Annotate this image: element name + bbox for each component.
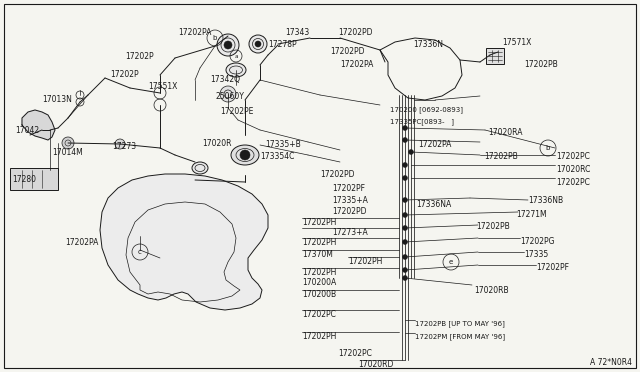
Circle shape	[115, 139, 125, 149]
Text: 17202PD: 17202PD	[332, 207, 367, 216]
Text: 17273+A: 17273+A	[332, 228, 368, 237]
Text: 17014M: 17014M	[52, 148, 83, 157]
Text: 17370M: 17370M	[302, 250, 333, 259]
Ellipse shape	[217, 34, 239, 56]
Text: 17202PM [FROM MAY '96]: 17202PM [FROM MAY '96]	[415, 333, 505, 340]
Circle shape	[220, 86, 236, 102]
Text: 17202PH: 17202PH	[302, 332, 337, 341]
Text: c: c	[138, 249, 142, 255]
Text: 17278P: 17278P	[268, 40, 296, 49]
Text: 17202PD: 17202PD	[320, 170, 355, 179]
Circle shape	[403, 267, 408, 273]
Circle shape	[403, 212, 408, 218]
Text: 170200A: 170200A	[302, 278, 336, 287]
Text: 17020R: 17020R	[202, 139, 232, 148]
Circle shape	[62, 137, 74, 149]
Text: 17202PC: 17202PC	[556, 152, 590, 161]
Text: 17202PA: 17202PA	[178, 28, 211, 37]
Text: 17343: 17343	[285, 28, 309, 37]
Text: 17202PH: 17202PH	[302, 268, 337, 277]
Text: 17020RC: 17020RC	[556, 165, 590, 174]
Text: 17280: 17280	[12, 175, 36, 184]
Circle shape	[403, 198, 408, 202]
Text: 17336NB: 17336NB	[528, 196, 563, 205]
Ellipse shape	[226, 63, 246, 77]
Text: 170200 [0692-0893]: 170200 [0692-0893]	[390, 106, 463, 113]
Text: 17202PG: 17202PG	[520, 237, 554, 246]
Circle shape	[224, 41, 232, 49]
Text: 17013N: 17013N	[42, 95, 72, 104]
Circle shape	[403, 254, 408, 260]
Circle shape	[403, 125, 408, 131]
Text: 17202PD: 17202PD	[338, 28, 372, 37]
Text: b: b	[213, 35, 217, 41]
Circle shape	[403, 138, 408, 142]
Text: 17202PC: 17202PC	[556, 178, 590, 187]
Text: a: a	[234, 54, 237, 58]
Text: 17202P: 17202P	[110, 70, 139, 79]
Text: 17202PE: 17202PE	[220, 107, 253, 116]
Text: 17336N: 17336N	[413, 40, 443, 49]
Ellipse shape	[231, 145, 259, 165]
Circle shape	[403, 276, 408, 280]
Text: 17271M: 17271M	[516, 210, 547, 219]
Text: 173354C: 173354C	[260, 152, 294, 161]
Text: 17202PF: 17202PF	[536, 263, 569, 272]
Circle shape	[403, 225, 408, 231]
Text: 17202PA: 17202PA	[65, 238, 99, 247]
Text: 17202PB: 17202PB	[476, 222, 509, 231]
Ellipse shape	[192, 162, 208, 174]
Text: 17342Q: 17342Q	[210, 75, 240, 84]
Text: 17336NA: 17336NA	[416, 200, 451, 209]
Text: 17335+A: 17335+A	[332, 196, 368, 205]
Text: 17202PF: 17202PF	[332, 184, 365, 193]
Text: 17551X: 17551X	[148, 82, 177, 91]
Text: 17202PC: 17202PC	[338, 349, 372, 358]
Text: 17335PC[0893-   ]: 17335PC[0893- ]	[390, 118, 454, 125]
Text: 17020RB: 17020RB	[474, 286, 509, 295]
Text: e: e	[449, 259, 453, 265]
Ellipse shape	[249, 35, 267, 53]
Polygon shape	[22, 110, 55, 140]
Text: 17202PC: 17202PC	[302, 310, 336, 319]
Text: 17202PB: 17202PB	[484, 152, 518, 161]
Text: 17202PA: 17202PA	[418, 140, 451, 149]
Text: 17571X: 17571X	[502, 38, 531, 47]
Text: 17202PD: 17202PD	[330, 47, 365, 56]
Circle shape	[403, 176, 408, 180]
Text: 25060Y: 25060Y	[215, 92, 244, 101]
Text: 17202PH: 17202PH	[302, 238, 337, 247]
Text: 17273: 17273	[112, 142, 136, 151]
Text: b: b	[546, 145, 550, 151]
Text: 170200B: 170200B	[302, 290, 336, 299]
Text: 17202PA: 17202PA	[340, 60, 373, 69]
Text: 17202PB: 17202PB	[524, 60, 557, 69]
Text: 17202P: 17202P	[125, 52, 154, 61]
Text: 17020RA: 17020RA	[488, 128, 522, 137]
Polygon shape	[100, 174, 268, 310]
Text: 17202PH: 17202PH	[302, 218, 337, 227]
Text: 17020RD: 17020RD	[358, 360, 394, 369]
Circle shape	[240, 150, 250, 160]
Text: 17042: 17042	[15, 126, 39, 135]
Text: 17202PB [UP TO MAY '96]: 17202PB [UP TO MAY '96]	[415, 320, 505, 327]
Circle shape	[403, 240, 408, 244]
Text: 17202PH: 17202PH	[348, 257, 382, 266]
Text: 17335: 17335	[524, 250, 548, 259]
Bar	[10, 168, 58, 190]
Bar	[486, 48, 504, 64]
Circle shape	[403, 163, 408, 167]
Text: A 72*N0R4: A 72*N0R4	[590, 358, 632, 367]
Circle shape	[408, 150, 413, 154]
Circle shape	[255, 41, 261, 47]
Text: 17335+B: 17335+B	[265, 140, 301, 149]
